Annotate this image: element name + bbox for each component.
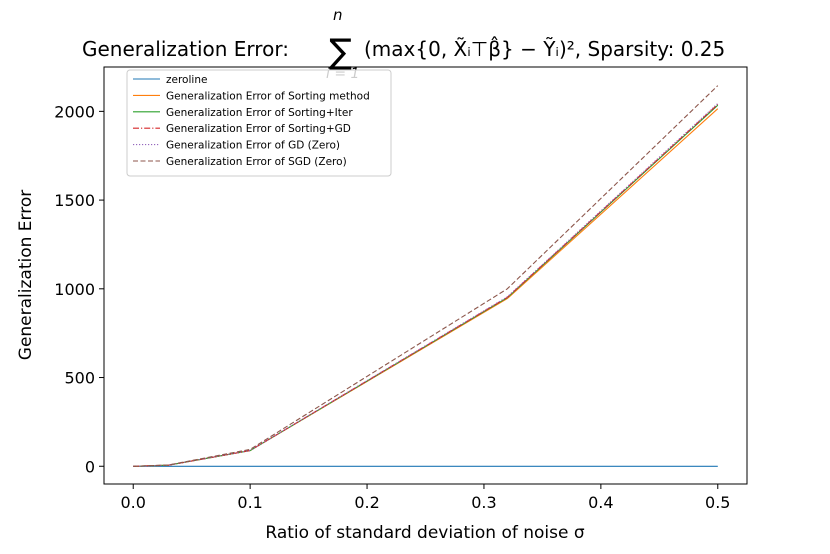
legend-box xyxy=(126,69,392,177)
x-tick-label: 0.3 xyxy=(471,493,496,512)
x-tick-label: 0.4 xyxy=(588,493,613,512)
x-tick-label: 0.1 xyxy=(237,493,262,512)
y-tick-label: 0 xyxy=(85,457,95,476)
legend-label: Generalization Error of SGD (Zero) xyxy=(166,156,347,168)
legend-label: Generalization Error of Sorting+GD xyxy=(166,123,351,135)
x-tick-label: 0.2 xyxy=(354,493,379,512)
title-prefix: Generalization Error: xyxy=(82,37,289,61)
title-expression: (max{0, X̃ᵢ⊤β̂} − Ỹᵢ)², Sparsity: 0.25 xyxy=(364,36,725,61)
series-line-5 xyxy=(133,85,719,467)
y-axis-label: Generalization Error xyxy=(16,190,36,360)
legend-label: Generalization Error of Sorting+Iter xyxy=(166,107,353,119)
y-tick-label: 1500 xyxy=(54,191,95,210)
x-tick-label: 0.0 xyxy=(121,493,146,512)
y-tick-label: 500 xyxy=(64,369,95,388)
title-sum-symbol: ∑ xyxy=(329,32,352,72)
y-tick-label: 2000 xyxy=(54,102,95,121)
plot-lines xyxy=(133,85,719,467)
x-axis: 0.0 0.1 0.2 0.3 0.4 0.5 xyxy=(121,484,730,512)
y-axis: 0 500 1000 1500 2000 xyxy=(54,102,104,476)
series-line-4 xyxy=(133,102,719,467)
legend: zeroline Generalization Error of Sorting … xyxy=(126,69,392,177)
legend-label: Generalization Error of GD (Zero) xyxy=(166,140,340,152)
y-tick-label: 1000 xyxy=(54,280,95,299)
x-axis-label: Ratio of standard deviation of noise σ xyxy=(265,523,584,543)
legend-label: Generalization Error of Sorting method xyxy=(166,90,370,102)
title-sum-upper: n xyxy=(333,6,343,24)
legend-label: zeroline xyxy=(166,74,207,86)
plot-frame xyxy=(103,66,748,485)
x-tick-label: 0.5 xyxy=(705,493,730,512)
